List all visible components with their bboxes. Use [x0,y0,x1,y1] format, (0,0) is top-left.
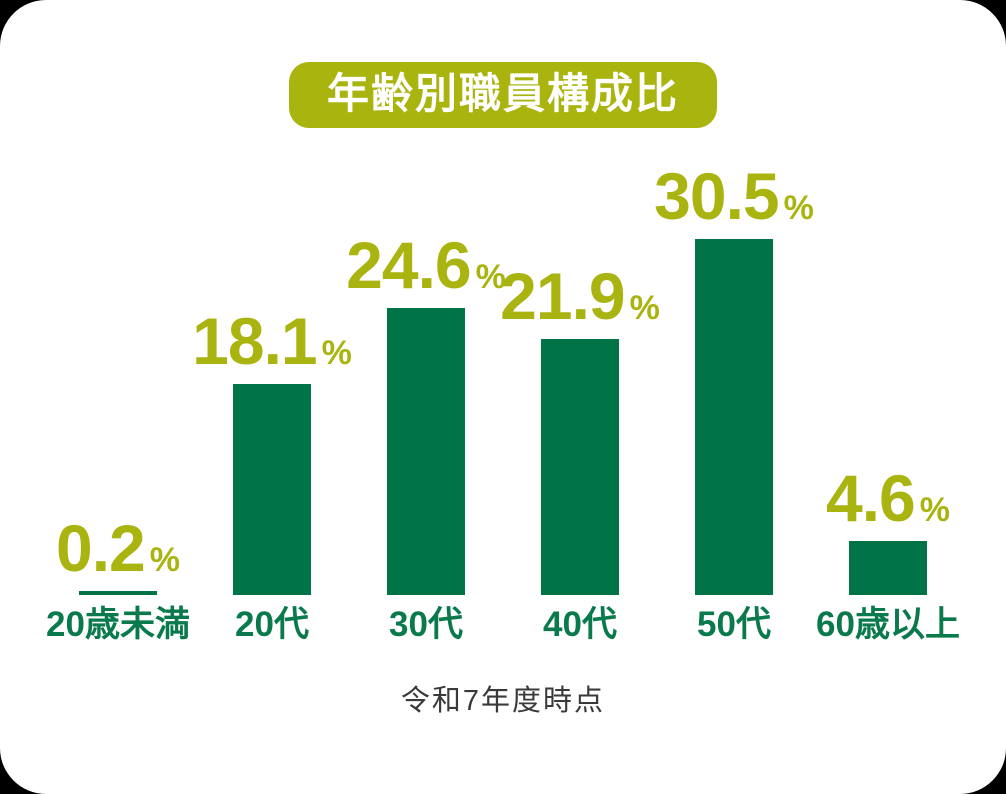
chart-column: 24.6% 30代 [346,153,506,653]
chart-column: 4.6% 60歳以上 [811,153,965,653]
value-unit: % [919,491,950,529]
value-number: 24.6 [346,228,471,302]
value-number: 30.5 [654,159,779,233]
value-number: 21.9 [500,259,625,333]
value-unit: % [321,334,352,372]
value-label: 18.1% [192,308,352,374]
value-number: 18.1 [192,304,317,378]
value-number: 0.2 [56,511,146,585]
chart-column: 21.9% 40代 [500,153,660,653]
chart-title: 年齢別職員構成比 [326,70,679,117]
category-label: 60歳以上 [816,604,960,644]
value-label: 0.2% [56,515,180,581]
category-label: 20代 [235,604,309,644]
value-label: 24.6% [346,232,506,298]
category-label: 40代 [543,604,617,644]
value-unit: % [475,258,506,296]
value-label: 30.5% [654,163,814,229]
value-label: 4.6% [826,465,950,531]
category-label: 20歳未満 [46,604,190,644]
bar [79,591,157,595]
chart-column: 0.2% 20歳未満 [41,153,195,653]
value-number: 4.6 [826,461,916,535]
value-unit: % [783,189,814,227]
category-label: 30代 [389,604,463,644]
bar [233,384,311,595]
bar [695,239,773,595]
chart-column: 30.5% 50代 [654,153,814,653]
bar [541,339,619,595]
value-unit: % [629,289,660,327]
bar-chart: 0.2% 20歳未満 18.1% 20代 24.6% 30代 21.9% 40代 30.5% 50… [41,153,965,653]
category-label: 50代 [697,604,771,644]
footnote: 令和7年度時点 [400,685,606,717]
value-label: 21.9% [500,263,660,329]
value-unit: % [149,541,180,579]
chart-column: 18.1% 20代 [192,153,352,653]
bar [387,308,465,595]
chart-title-badge: 年齢別職員構成比 [288,62,717,128]
bar [849,541,927,595]
